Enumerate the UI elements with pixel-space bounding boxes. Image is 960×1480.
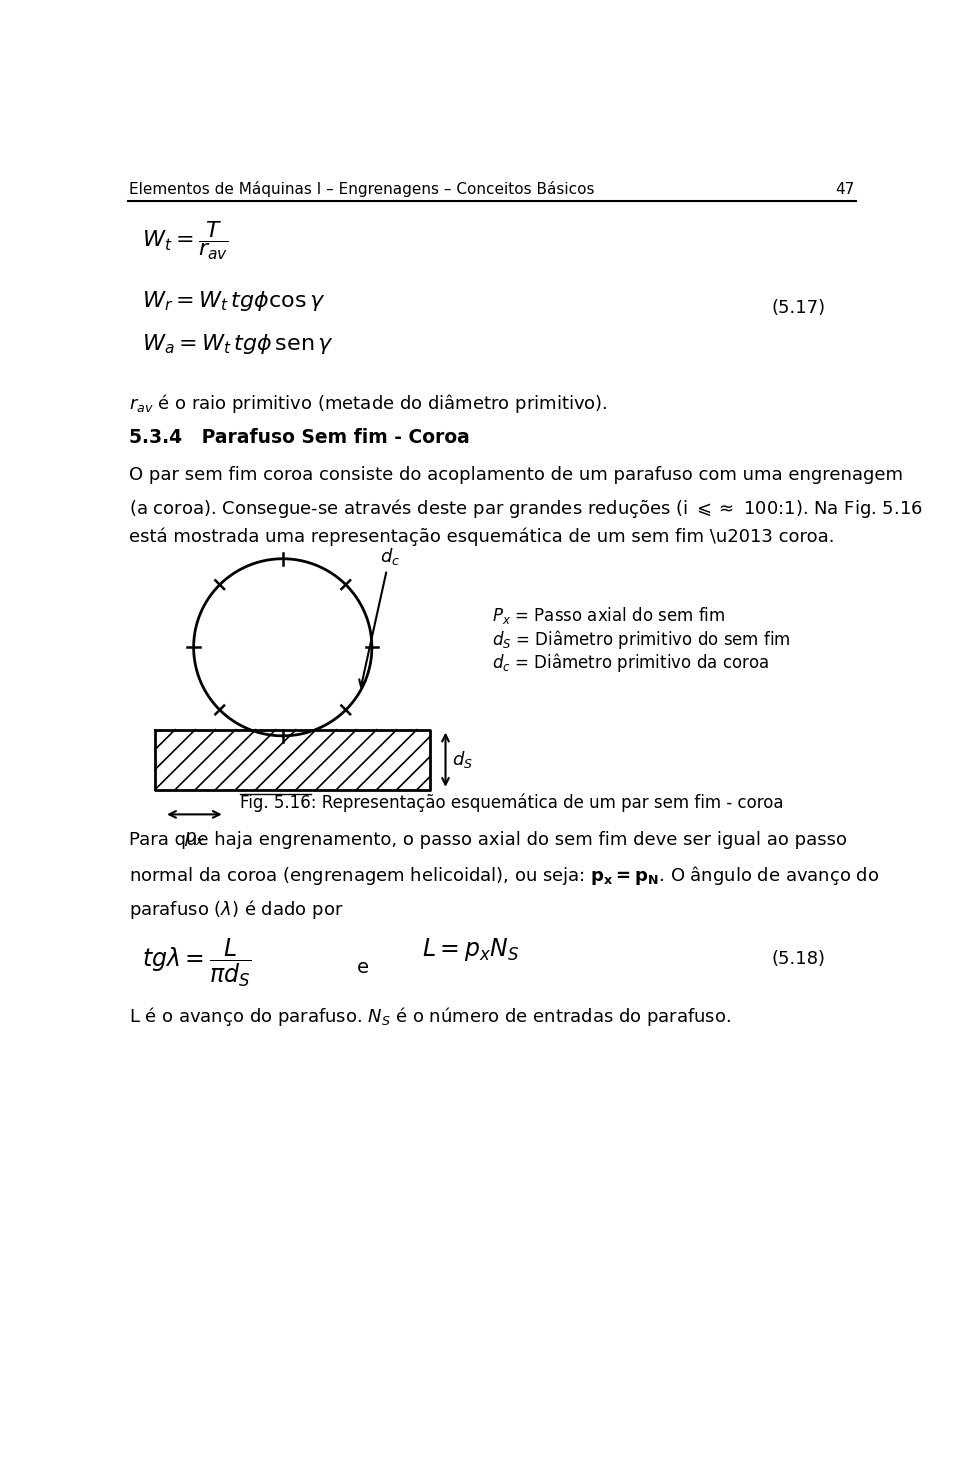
Text: $W_t = \dfrac{T}{r_{av}}$: $W_t = \dfrac{T}{r_{av}}$ (142, 221, 228, 262)
Text: $d_S$ = Diâmetro primitivo do sem fim: $d_S$ = Diâmetro primitivo do sem fim (492, 628, 791, 651)
Text: Para que haja engrenamento, o passo axial do sem fim deve ser igual ao passo: Para que haja engrenamento, o passo axia… (130, 830, 848, 848)
Text: $d_S$: $d_S$ (452, 749, 472, 770)
Text: Elementos de Máquinas I – Engrenagens – Conceitos Básicos: Elementos de Máquinas I – Engrenagens – … (130, 181, 595, 197)
Text: Fig. 5.16: Representação esquemática de um par sem fim - coroa: Fig. 5.16: Representação esquemática de … (240, 793, 783, 813)
Text: O par sem fim coroa consiste do acoplamento de um parafuso com uma engrenagem: O par sem fim coroa consiste do acoplame… (130, 466, 903, 484)
Text: 47: 47 (835, 182, 854, 197)
Text: $W_a = W_t\,tg\phi\,\mathrm{sen}\,\gamma$: $W_a = W_t\,tg\phi\,\mathrm{sen}\,\gamma… (142, 332, 334, 355)
Text: $W_r = W_t\,tg\phi\cos\gamma$: $W_r = W_t\,tg\phi\cos\gamma$ (142, 289, 325, 314)
Text: 5.3.4   Parafuso Sem fim - Coroa: 5.3.4 Parafuso Sem fim - Coroa (130, 428, 470, 447)
Text: normal da coroa (engrenagem helicoidal), ou seja: $\mathbf{p_x = p_N}$. O ângulo: normal da coroa (engrenagem helicoidal),… (130, 864, 879, 888)
Text: $d_c$: $d_c$ (359, 546, 399, 687)
Text: está mostrada uma representação esquemática de um sem fim \u2013 coroa.: está mostrada uma representação esquemát… (130, 528, 835, 546)
Text: parafuso ($\lambda$) é dado por: parafuso ($\lambda$) é dado por (130, 898, 344, 922)
Text: (5.18): (5.18) (771, 950, 826, 968)
Text: $p_x$: $p_x$ (184, 830, 204, 848)
Text: $d_c$ = Diâmetro primitivo da coroa: $d_c$ = Diâmetro primitivo da coroa (492, 651, 769, 675)
Text: L é o avanço do parafuso. $N_S$ é o número de entradas do parafuso.: L é o avanço do parafuso. $N_S$ é o núme… (130, 1005, 732, 1029)
Text: (a coroa). Consegue-se através deste par grandes reduções (i $\leqslant\approx$ : (a coroa). Consegue-se através deste par… (130, 497, 924, 519)
Text: $L = p_x N_S$: $L = p_x N_S$ (422, 935, 519, 963)
Text: e: e (356, 958, 369, 977)
Text: $tg\lambda = \dfrac{L}{\pi d_S}$: $tg\lambda = \dfrac{L}{\pi d_S}$ (142, 935, 252, 989)
Text: $P_x$ = Passo axial do sem fim: $P_x$ = Passo axial do sem fim (492, 605, 726, 626)
Text: $r_{av}$ é o raio primitivo (metade do diâmetro primitivo).: $r_{av}$ é o raio primitivo (metade do d… (130, 392, 608, 414)
Text: (5.17): (5.17) (771, 299, 826, 317)
